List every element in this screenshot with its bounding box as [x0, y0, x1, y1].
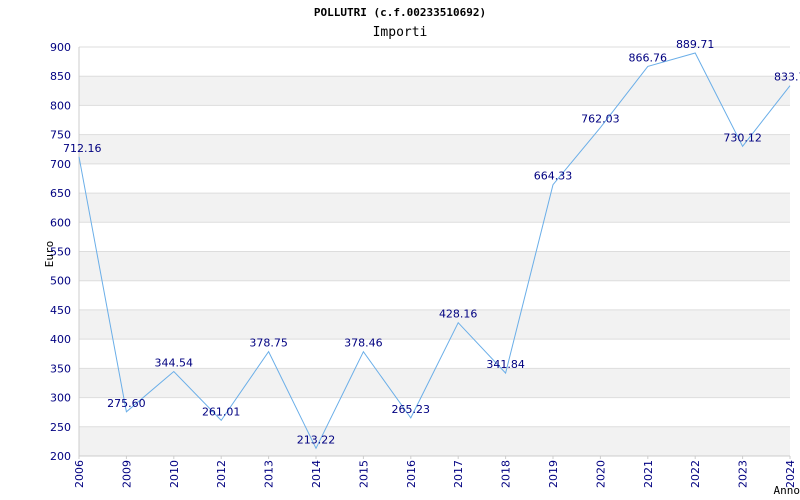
x-tick-label: 2017 [452, 460, 465, 488]
data-label: 730.12 [723, 131, 762, 144]
grid-band [79, 309, 790, 340]
x-tick-label: 2022 [689, 460, 702, 488]
data-label: 341.84 [486, 358, 525, 371]
grid-band [79, 76, 790, 106]
data-label: 265.23 [392, 403, 431, 416]
y-tick-label: 800 [50, 99, 71, 112]
grid-band [79, 134, 790, 164]
x-tick-label: 2015 [357, 460, 370, 488]
series-line [78, 52, 791, 450]
data-labels: 712.16 275.60 344.54 261.01 378.75 213.22 378.… [63, 38, 800, 446]
x-tick-label: 2010 [168, 460, 181, 488]
data-label: 378.46 [344, 337, 383, 350]
data-label: 664.33 [534, 170, 573, 183]
data-label: 866.76 [629, 51, 668, 64]
grid-lines [79, 46, 790, 457]
x-tick-label: 2016 [405, 460, 418, 488]
x-axis-label: Anno [774, 484, 800, 497]
data-label: 428.16 [439, 308, 478, 321]
y-tick-label: 450 [50, 304, 71, 317]
data-label: 213.22 [297, 433, 336, 446]
x-tick-label: 2012 [215, 460, 228, 488]
y-tick-label: 550 [50, 246, 71, 259]
grid-band [79, 368, 790, 398]
y-tick-label: 500 [50, 275, 71, 288]
y-tick-label: 400 [50, 333, 71, 346]
y-tick-label: 250 [50, 421, 71, 434]
x-tick-label: 2013 [263, 460, 276, 488]
x-tick-labels: 2006 2009 2010 2012 2013 2014 2015 2016 2017 2018… [73, 456, 797, 488]
y-tick-label: 750 [50, 129, 71, 142]
data-label: 833.7 [774, 71, 800, 84]
x-tick-label: 2024 [784, 460, 797, 488]
y-tick-label: 850 [50, 70, 71, 83]
y-tick-label: 650 [50, 187, 71, 200]
grid-band [79, 193, 790, 223]
y-tick-label: 700 [50, 158, 71, 171]
grid-band [79, 251, 790, 281]
data-label: 712.16 [63, 142, 102, 155]
grid-band [79, 426, 790, 456]
y-tick-label: 200 [50, 450, 71, 463]
x-tick-label: 2014 [310, 460, 323, 488]
data-label: 889.71 [676, 38, 715, 51]
grid-bands [79, 76, 790, 456]
y-tick-labels: 200 250 300 350 400 450 500 550 600 650 700 750 800 8… [50, 41, 71, 463]
data-label: 275.60 [107, 397, 146, 410]
y-tick-label: 600 [50, 216, 71, 229]
x-tick-label: 2023 [737, 460, 750, 488]
y-tick-label: 350 [50, 362, 71, 375]
y-tick-label: 900 [50, 41, 71, 54]
x-tick-label: 2019 [547, 460, 560, 488]
y-axis-label: Euro [43, 241, 56, 268]
data-label: 378.75 [249, 337, 288, 350]
data-label: 762.03 [581, 113, 620, 126]
x-tick-label: 2020 [594, 460, 607, 488]
x-tick-label: 2021 [642, 460, 655, 488]
x-tick-label: 2018 [500, 460, 513, 488]
x-tick-label: 2006 [73, 460, 86, 488]
chart-subtitle: Importi [372, 25, 428, 40]
y-tick-label: 300 [50, 392, 71, 405]
data-label: 261.01 [202, 405, 241, 418]
x-tick-label: 2009 [120, 460, 133, 488]
data-label: 344.54 [155, 357, 194, 370]
chart-title: POLLUTRI (c.f.00233510692) [313, 6, 487, 19]
axes [78, 47, 790, 457]
